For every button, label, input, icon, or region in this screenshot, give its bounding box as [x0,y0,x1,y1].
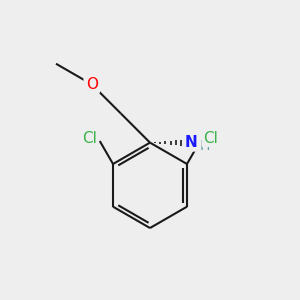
Text: O: O [86,77,98,92]
Text: H: H [199,139,210,153]
Text: N: N [185,135,198,150]
Text: Cl: Cl [82,130,97,146]
Text: H: H [188,133,199,147]
Text: Cl: Cl [203,130,218,146]
